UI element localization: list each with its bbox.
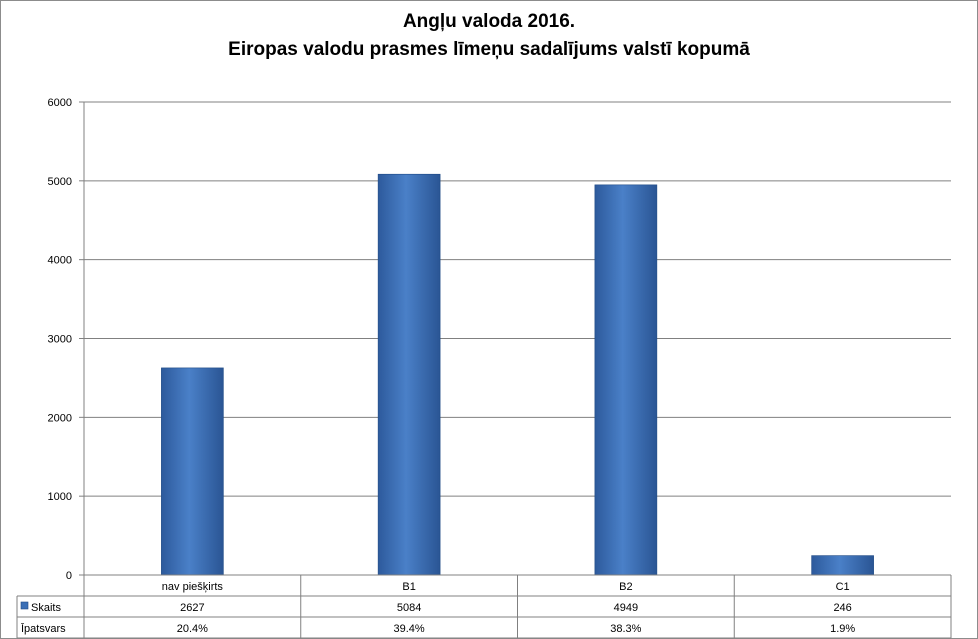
chart-subtitle: Eiropas valodu prasmes līmeņu sadalījums… [228,39,750,60]
bar [811,555,874,576]
category-label: C1 [836,581,850,593]
category-label: nav piešķirts [162,581,224,593]
bar [594,184,658,576]
y-tick-label: 2000 [48,412,72,424]
table-cell: 4949 [614,602,638,614]
y-tick-label: 4000 [48,255,72,267]
chart-title-block: Angļu valoda 2016. Eiropas valodu prasme… [0,8,978,64]
bar [161,367,224,576]
category-label: B2 [619,581,632,593]
table-cell: 1.9% [830,623,855,635]
y-tick-label: 3000 [48,334,72,346]
chart-title: Angļu valoda 2016. [402,11,576,32]
table-cell: 39.4% [394,623,425,635]
data-table: nav piešķirts B1 B2 C1 Skaits 2627 5084 4949 246… [16,574,952,639]
y-tick-label: 0 [66,570,72,582]
y-tick-label: 1000 [48,491,72,503]
bar [377,173,441,576]
legend-key [20,601,29,610]
category-label: B1 [402,581,415,593]
y-tick-label: 6000 [48,97,72,109]
table-row-label: Skaits [31,602,61,614]
y-tick-label: 5000 [48,176,72,188]
table-cell: 246 [833,602,851,614]
table-cell: 2627 [180,602,204,614]
table-row-label: Īpatsvars [21,623,66,635]
table-cell: 5084 [397,602,421,614]
table-cell: 38.3% [610,623,641,635]
y-axis-ticks: 0 1000 2000 3000 4000 5000 6000 [48,97,72,582]
table-cell: 20.4% [177,623,208,635]
bars [161,173,874,576]
